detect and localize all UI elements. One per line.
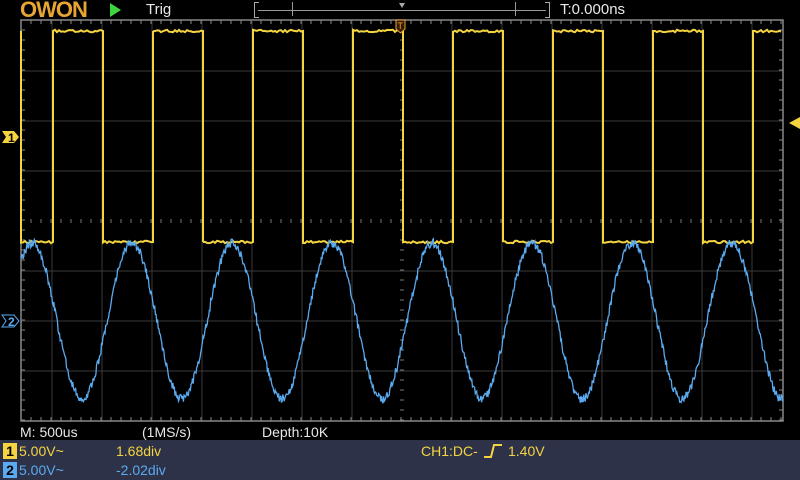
- waveform-display[interactable]: 1 2 T: [0, 0, 800, 440]
- sample-rate: (1MS/s): [142, 424, 191, 440]
- trigger-source[interactable]: CH1:DC-: [421, 443, 478, 459]
- ch1-scale[interactable]: 5.00V~: [19, 443, 64, 459]
- channel-panel: 1 5.00V~ 1.68div 2 5.00V~ -2.02div CH1:D…: [0, 440, 800, 480]
- center-axis-ticks: [21, 20, 781, 420]
- ch1-offset[interactable]: 1.68div: [116, 443, 161, 459]
- ch1-marker-label: 1: [8, 131, 15, 145]
- timebase[interactable]: M: 500us: [20, 424, 78, 440]
- trigger-level-marker: [789, 117, 800, 129]
- ch2-marker-label: 2: [8, 315, 15, 329]
- trigger-marker-label: T: [398, 21, 404, 31]
- ch2-scale[interactable]: 5.00V~: [19, 462, 64, 478]
- ch2-offset[interactable]: -2.02div: [116, 462, 166, 478]
- trigger-level[interactable]: 1.40V: [508, 443, 545, 459]
- ch1-badge[interactable]: 1: [3, 443, 17, 459]
- memory-depth[interactable]: Depth:10K: [262, 424, 328, 440]
- ch2-badge[interactable]: 2: [3, 462, 17, 478]
- ch1-waveform: [21, 30, 781, 243]
- rising-edge-icon: [483, 444, 503, 458]
